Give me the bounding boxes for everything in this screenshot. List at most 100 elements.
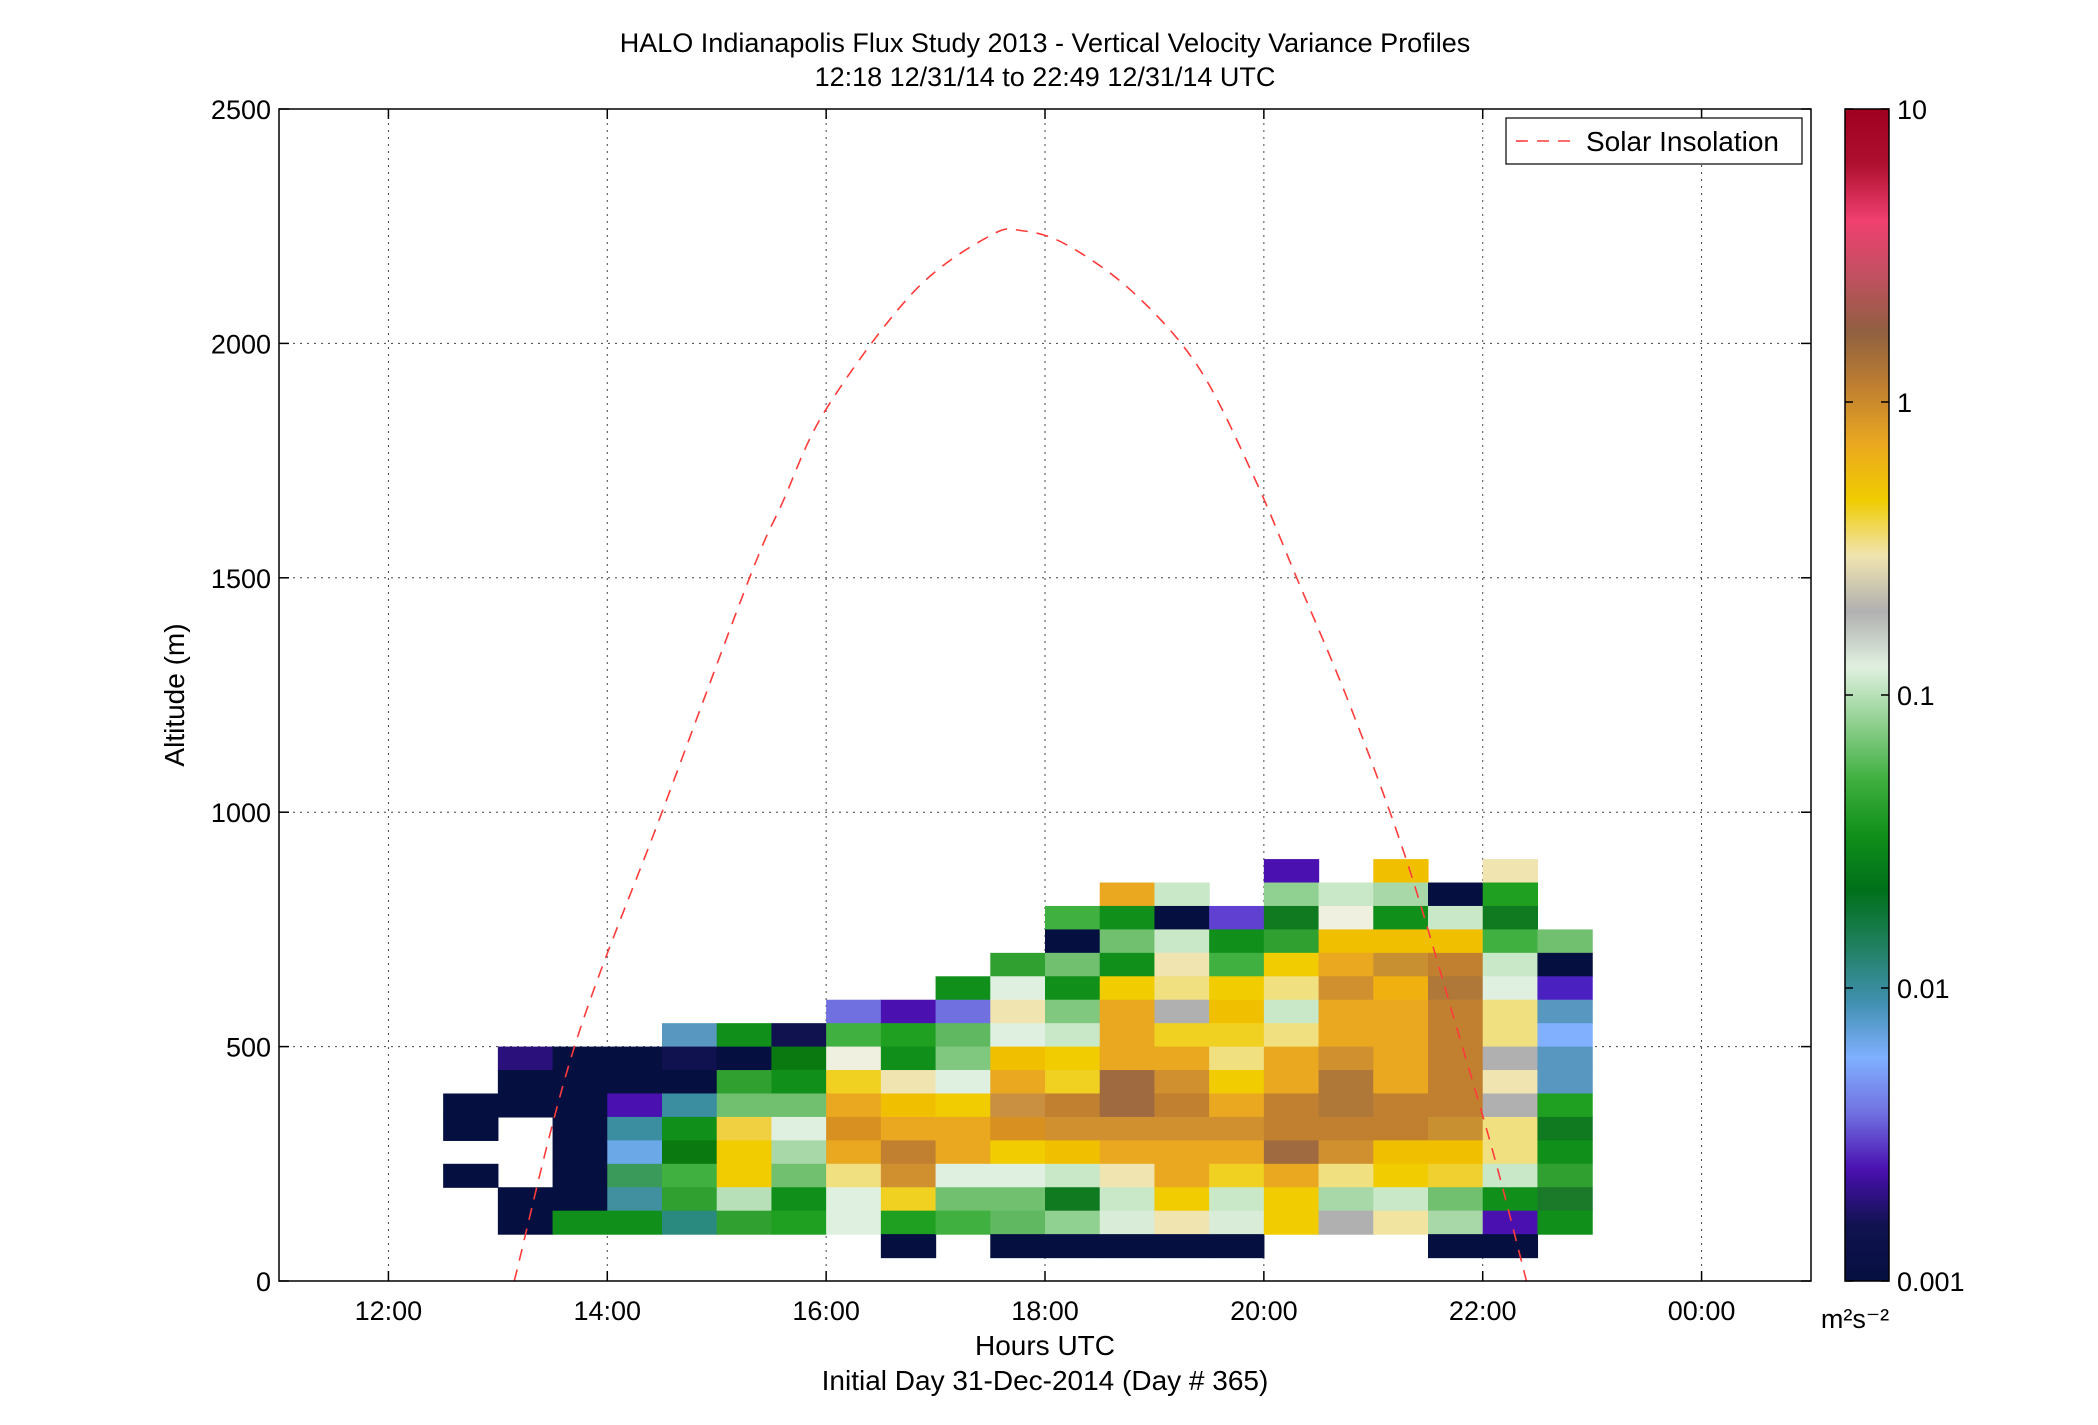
heatmap-cell [935,976,991,1001]
colorbar-units: m²s⁻² [1821,1304,1889,1334]
footer-initial-day: Initial Day 31-Dec-2014 (Day # 365) [822,1365,1269,1396]
heatmap-cell [935,1093,991,1118]
heatmap-cell [1428,1116,1484,1141]
heatmap-cell [1209,1023,1265,1048]
heatmap-cell [771,1187,827,1212]
heatmap-cell [1537,1140,1593,1165]
heatmap-cell [1099,882,1156,907]
heatmap-cell [1154,1210,1210,1235]
heatmap-cell [1318,999,1374,1024]
heatmap-cell [552,1187,608,1212]
colorbar-ticks: 10 1 0.1 0.01 0.001 [1845,95,1965,1297]
heatmap-cell [716,1023,773,1048]
heatmap-cell [1154,905,1210,930]
heatmap-cell [935,1187,991,1212]
y-axis-ticks: 0 500 1000 1500 2000 2500 [211,95,1811,1297]
heatmap-cell [1154,1070,1210,1095]
heatmap-cell [1318,1187,1374,1212]
heatmap-cell [1482,1234,1539,1259]
colorbar-tick-label: 10 [1897,95,1927,125]
heatmap-cell [880,1093,937,1118]
heatmap-cell [1537,1070,1593,1095]
heatmap-cell [607,1093,663,1118]
heatmap-cell [1318,1210,1374,1235]
heatmap-cell [990,1140,1046,1165]
heatmap-cell [1373,929,1429,954]
heatmap-cell [1373,1210,1429,1235]
heatmap-cell [1099,1210,1156,1235]
heatmap-cell [1373,1163,1429,1188]
heatmap-cell [662,1023,718,1048]
heatmap-cell [1209,1210,1265,1235]
heatmap-cell [607,1210,663,1235]
heatmap-cell [990,1163,1046,1188]
colorbar-tick-label: 0.001 [1897,1267,1965,1297]
heatmap-cell [880,1234,937,1259]
heatmap-cell [1209,952,1265,977]
heatmap-cell [935,1140,991,1165]
heatmap-cell [1045,1234,1101,1259]
heatmap-cell [826,1163,882,1188]
heatmap-cell [771,1210,827,1235]
heatmap-cell [1045,1046,1101,1071]
heatmap-cell [1099,976,1156,1001]
heatmap-cell [1263,859,1320,884]
heatmap-cell [552,1116,608,1141]
heatmap-cell [1373,1023,1429,1048]
heatmap-cell [1482,1140,1539,1165]
heatmap-cell [1209,999,1265,1024]
heatmap-cell [990,1093,1046,1118]
heatmap-cell [826,1023,882,1048]
heatmap-cell [1045,952,1101,977]
heatmap-cell [1428,905,1484,930]
heatmap-cell [1537,976,1593,1001]
heatmap-cell [1209,1046,1265,1071]
heatmap-cell [607,1070,663,1095]
chart-title: HALO Indianapolis Flux Study 2013 - Vert… [620,28,1470,58]
heatmap-cell [1537,929,1593,954]
heatmap-cell [1373,1187,1429,1212]
heatmap-cell [1209,1187,1265,1212]
heatmap-cell [1428,1093,1484,1118]
heatmap-cell [880,1023,937,1048]
heatmap-cell [990,999,1046,1024]
heatmap-cell [990,1070,1046,1095]
heatmap-cell [990,952,1046,977]
x-tick-label: 12:00 [355,1296,423,1326]
heatmap-cell [1537,1116,1593,1141]
y-tick-label: 2500 [211,95,271,125]
heatmap-cell [1154,1093,1210,1118]
heatmap-cell [607,1116,663,1141]
heatmap-cell [1482,1093,1539,1118]
heatmap-cell [1373,859,1429,884]
heatmap-cell [771,1093,827,1118]
heatmap-cell [1318,1140,1374,1165]
heatmap-cell [771,1140,827,1165]
heatmap-cell [607,1046,663,1071]
heatmap-cell [1373,1140,1429,1165]
heatmap-cell [1318,1070,1374,1095]
heatmap-cell [1482,976,1539,1001]
heatmap-cell [1318,882,1374,907]
y-axis-label: Altitude (m) [159,623,190,766]
heatmap-cell [1537,1093,1593,1118]
heatmap-cells [443,859,1593,1259]
heatmap-cell [935,1210,991,1235]
heatmap-cell [1482,1116,1539,1141]
heatmap-cell [1428,1023,1484,1048]
chart-subtitle: 12:18 12/31/14 to 22:49 12/31/14 UTC [815,62,1276,92]
heatmap-cell [1154,1234,1210,1259]
heatmap-cell [1428,976,1484,1001]
heatmap-cell [1428,999,1484,1024]
heatmap-cell [1318,1116,1374,1141]
heatmap-cell [990,976,1046,1001]
heatmap-cell [662,1140,718,1165]
heatmap-cell [716,1116,773,1141]
heatmap-cell [990,1234,1046,1259]
heatmap-cell [1154,1046,1210,1071]
heatmap-cell [990,1046,1046,1071]
heatmap-cell [607,1187,663,1212]
y-tick-label: 500 [226,1033,271,1063]
heatmap-cell [1154,882,1210,907]
heatmap-cell [1482,1023,1539,1048]
